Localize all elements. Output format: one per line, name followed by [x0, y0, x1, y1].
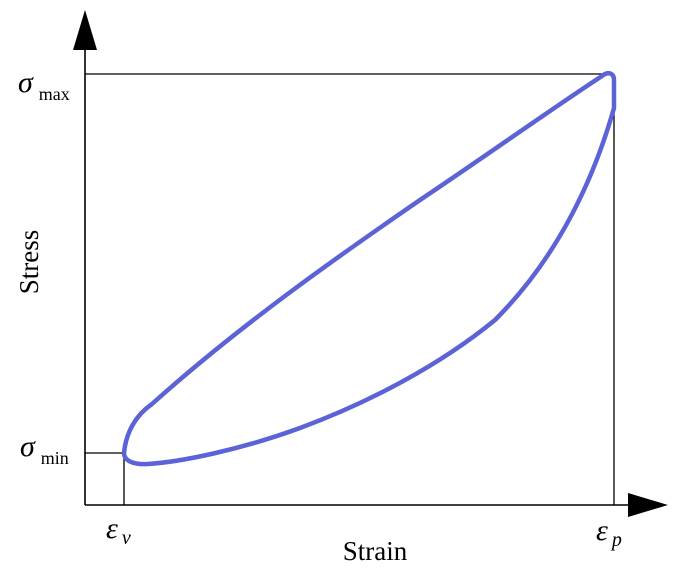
x-axis-arrowhead	[628, 493, 668, 517]
epsilon-v-label: ε v	[106, 512, 131, 549]
epsilon-v-symbol: ε	[106, 512, 118, 545]
sigma-max-subscript: max	[39, 84, 70, 104]
sigma-max-symbol: σ	[18, 66, 34, 99]
sigma-min-subscript: min	[41, 448, 69, 468]
epsilon-p-subscript: p	[610, 529, 622, 551]
sigma-max-label: σ max	[18, 66, 70, 104]
epsilon-p-symbol: ε	[596, 514, 608, 547]
epsilon-v-subscript: v	[122, 527, 131, 549]
epsilon-p-label: ε p	[596, 514, 622, 551]
x-axis-title: Strain	[343, 536, 408, 566]
sigma-min-symbol: σ	[20, 430, 36, 463]
hysteresis-loop	[121, 70, 617, 467]
y-axis-title: Stress	[14, 230, 44, 295]
sigma-min-label: σ min	[20, 430, 69, 468]
y-axis-arrowhead	[73, 10, 97, 50]
